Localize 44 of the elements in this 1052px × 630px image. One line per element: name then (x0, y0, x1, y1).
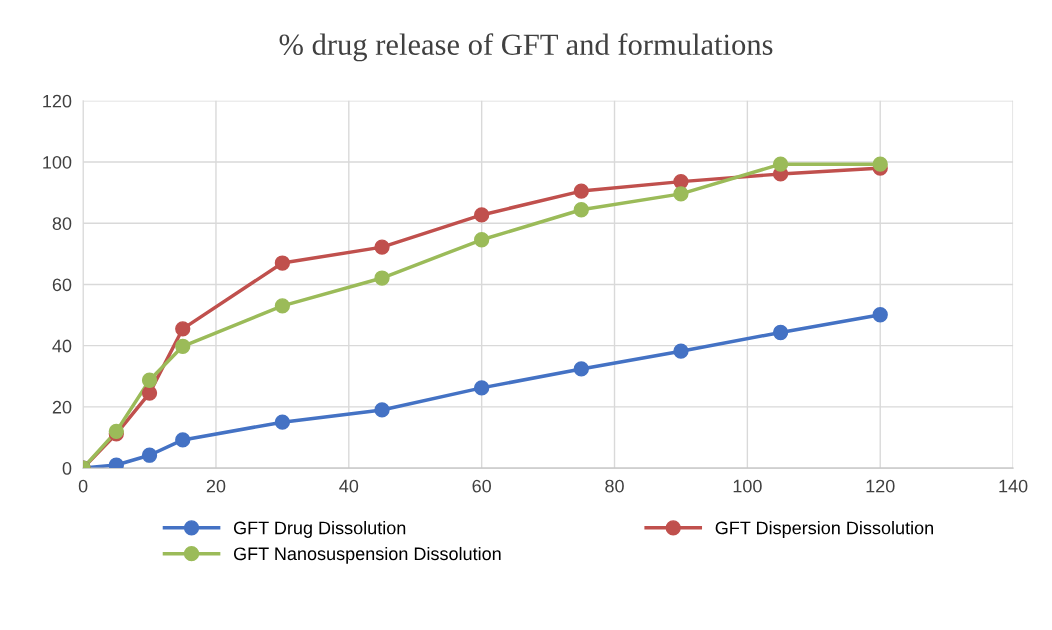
point (573, 361, 589, 377)
y-tick-label: 0 (62, 462, 72, 475)
y-tick-label: 40 (52, 339, 72, 353)
point (141, 447, 158, 463)
point (673, 186, 689, 202)
y-tick-label: 80 (52, 217, 72, 230)
legend-label: GFT Drug Dissolution (233, 521, 406, 538)
point (474, 207, 490, 223)
point (872, 307, 888, 323)
x-tick-label: 20 (206, 479, 226, 493)
point (141, 385, 158, 401)
y-tick-label: 100 (43, 155, 72, 169)
point (274, 414, 291, 430)
point (374, 270, 390, 286)
point (474, 380, 490, 396)
point (772, 156, 789, 172)
point (673, 343, 689, 359)
point (872, 156, 888, 172)
point (374, 239, 390, 255)
y-tick-label: 20 (52, 400, 72, 414)
point (274, 298, 291, 314)
point (175, 321, 191, 337)
point (474, 232, 490, 248)
chart-title: % drug release of GFT and formulations (279, 33, 773, 62)
legend-label: GFT Dispersion Dissolution (715, 521, 933, 538)
point (573, 183, 589, 199)
x-tick-label: 60 (472, 479, 491, 493)
point (175, 432, 191, 448)
point (274, 255, 291, 271)
x-tick-label: 0 (78, 479, 88, 493)
y-tick-label: 120 (43, 94, 72, 108)
point (374, 402, 390, 418)
x-tick-label: 120 (866, 479, 895, 493)
y-tick-label: 60 (52, 278, 72, 292)
point (141, 372, 158, 388)
x-tick-label: 80 (605, 479, 624, 493)
point (772, 324, 789, 341)
point (108, 457, 124, 469)
x-tick-label: 40 (339, 479, 359, 493)
point (175, 338, 191, 354)
x-tick-label: 100 (733, 479, 762, 493)
x-tick-label: 140 (999, 479, 1028, 493)
point (573, 202, 589, 218)
legend-label: GFT Nanosuspension Dissolution (233, 546, 501, 564)
